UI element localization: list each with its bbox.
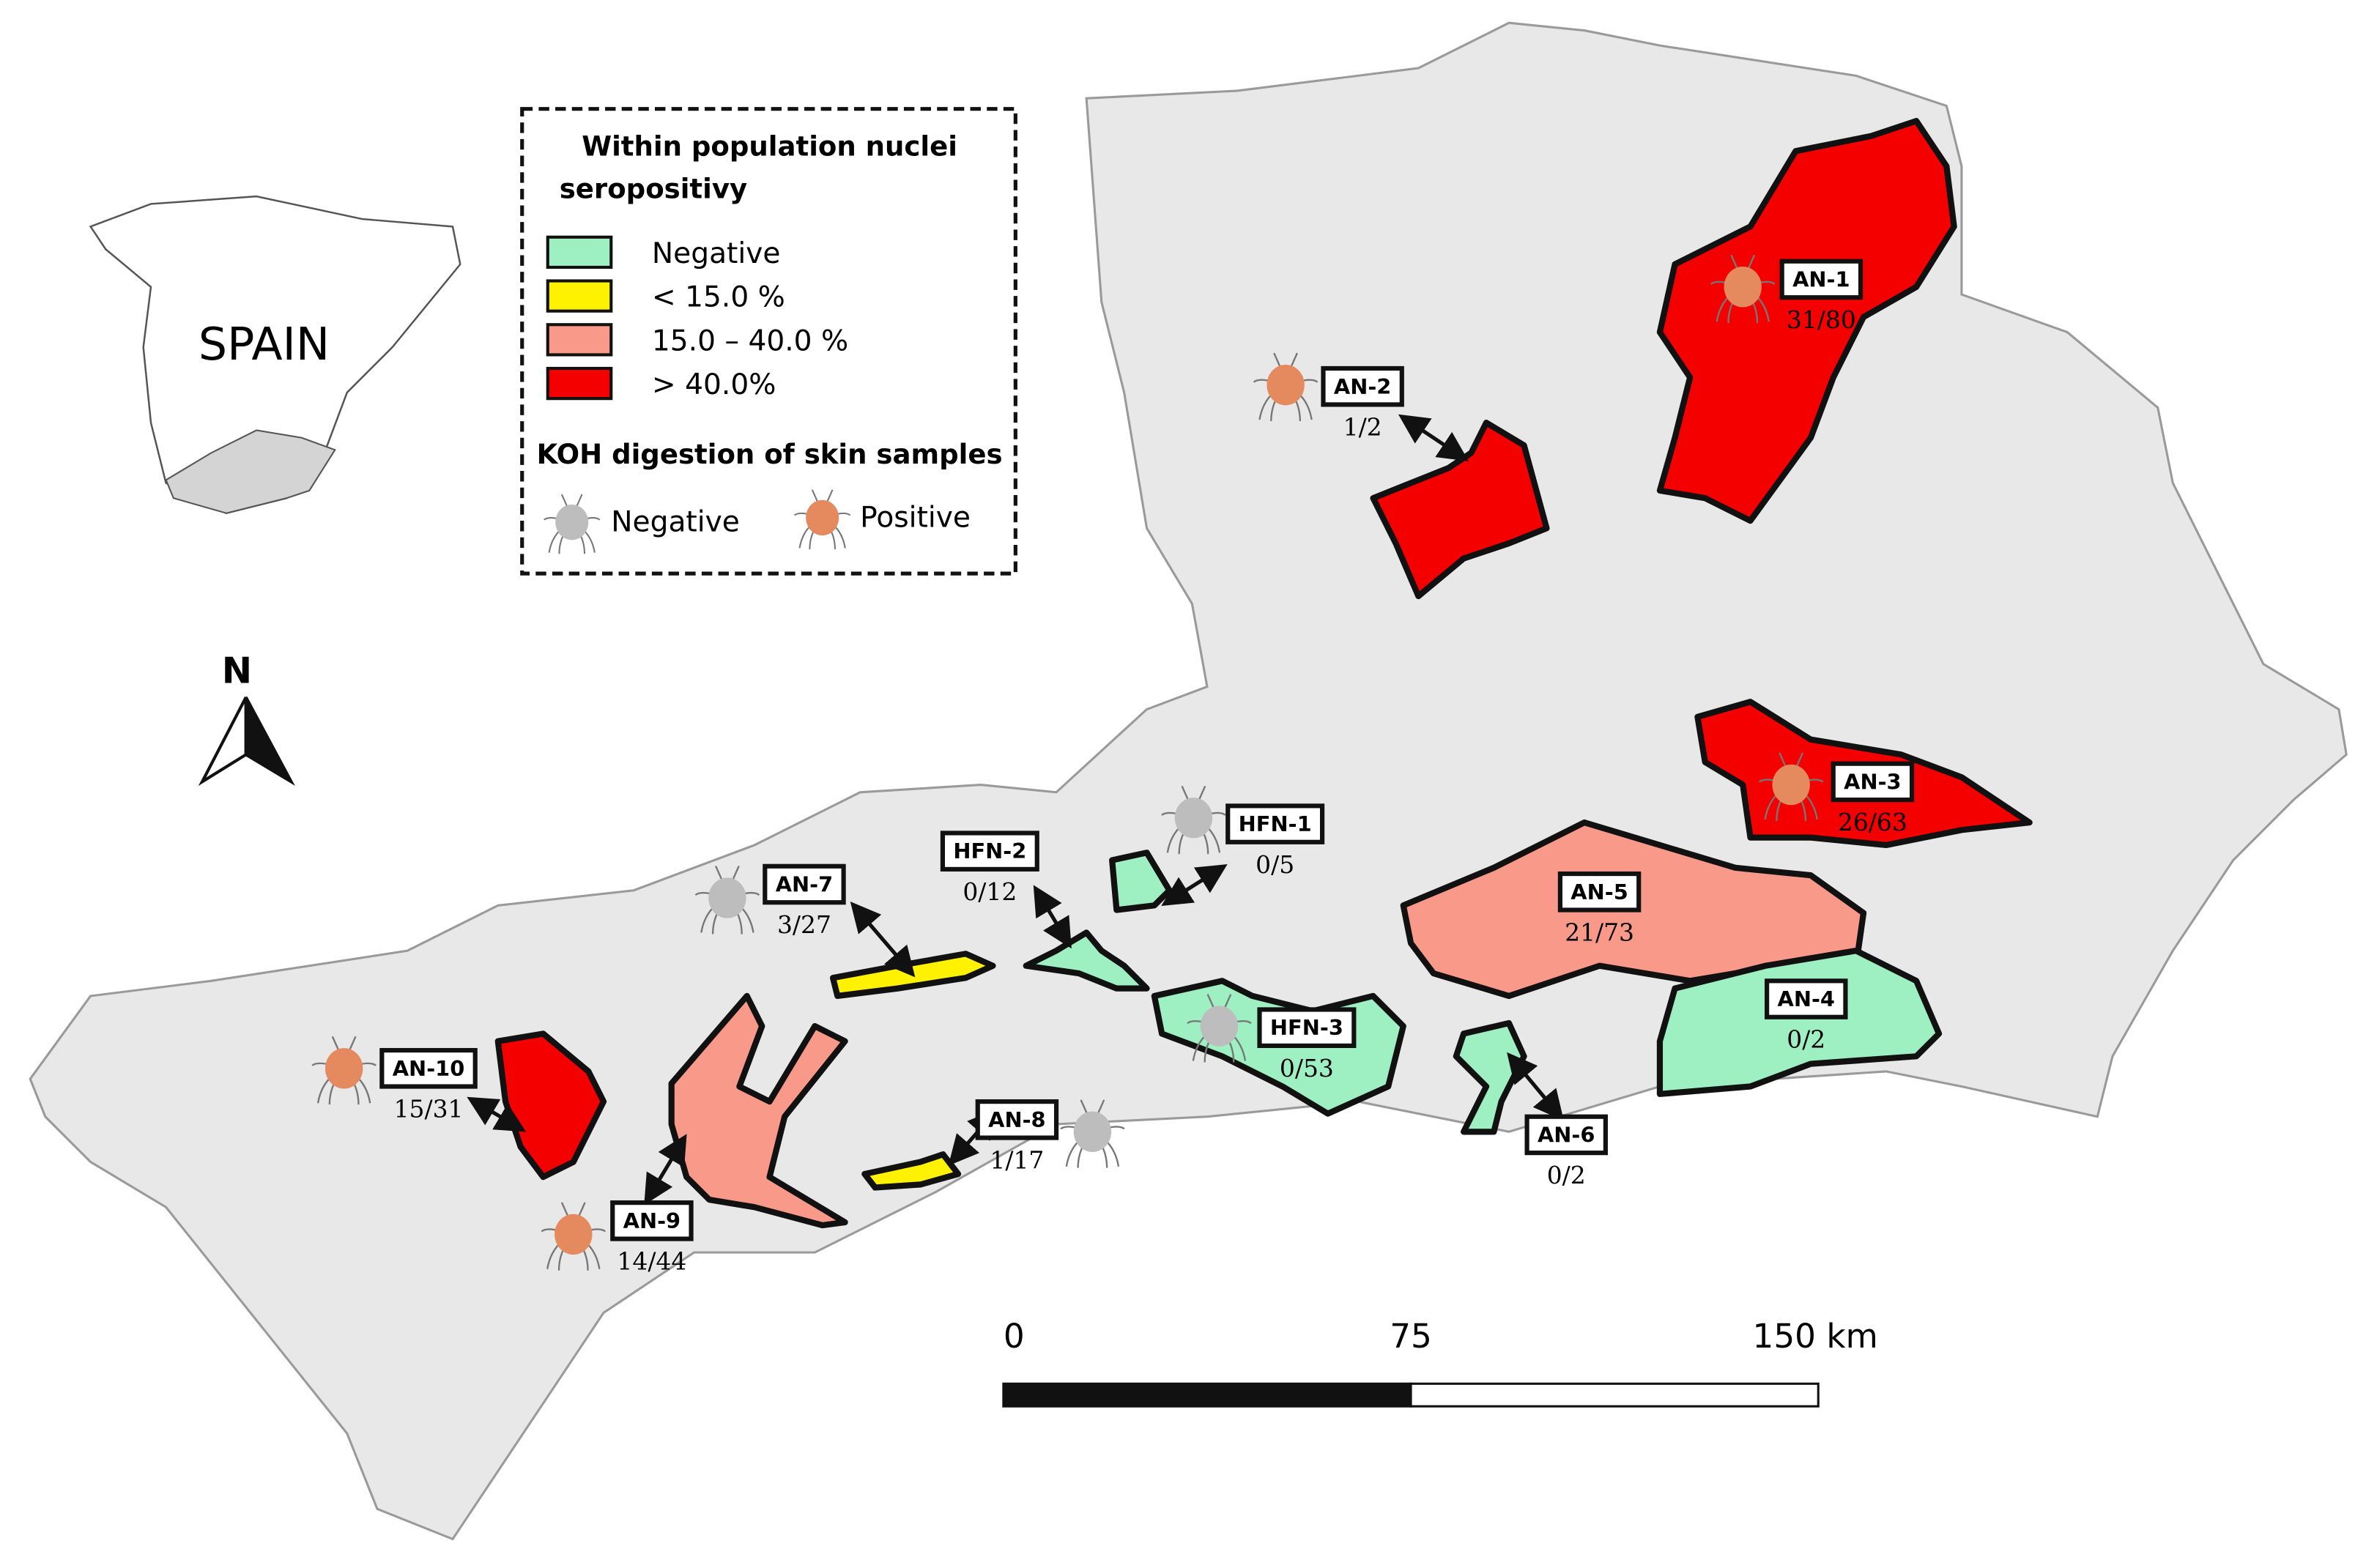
region-an-9 (668, 992, 848, 1229)
site-ratio: 26/63 (1838, 808, 1907, 836)
site-label: AN-4 (1778, 986, 1835, 1011)
legend-title: seropositivy (560, 173, 747, 204)
site-label: AN-6 (1538, 1122, 1595, 1147)
region-an-6 (1453, 1019, 1527, 1135)
legend-item: Negative (652, 237, 781, 270)
koh-item: Negative (611, 506, 740, 539)
legend: Within population nuclei seropositivy Ne… (520, 107, 1017, 576)
site-ratio: 31/80 (1787, 305, 1856, 334)
site-ratio: 0/5 (1256, 850, 1294, 879)
koh-title: KOH digestion of skin samples (537, 439, 1003, 470)
site-label: AN-3 (1844, 769, 1901, 794)
scale-label: 75 (1390, 1317, 1432, 1356)
site-label-box (763, 863, 846, 905)
site-ratio: 21/73 (1565, 918, 1634, 946)
inset-label: SPAIN (199, 318, 330, 371)
site-ratio: 1/2 (1343, 412, 1382, 441)
site-label: AN-8 (988, 1107, 1045, 1132)
site-label-box (1765, 978, 1848, 1019)
koh-item: Positive (860, 501, 971, 534)
legend-title: Within population nuclei (582, 131, 957, 163)
site-label-box (975, 1099, 1059, 1140)
site-label-box (1257, 1007, 1357, 1048)
site-ratio: 0/12 (963, 877, 1017, 906)
site-label-box (379, 1047, 478, 1089)
site-label-box (940, 831, 1039, 872)
scale-label: 150 km (1753, 1317, 1878, 1356)
site-ratio: 3/27 (777, 910, 831, 939)
region-an-4 (1656, 948, 1943, 1097)
legend-item: < 15.0 % (652, 281, 785, 314)
site-label-box (1831, 761, 1915, 803)
arrows (467, 414, 1564, 1205)
site-label: AN-10 (393, 1056, 465, 1081)
site-label-box (610, 1200, 694, 1241)
spain-inset: SPAIN (89, 195, 461, 515)
site-label-box (1225, 803, 1325, 844)
site-ratio: 0/53 (1280, 1054, 1334, 1082)
scale-label: 0 (1004, 1317, 1025, 1356)
north-label: N (222, 650, 252, 692)
sites: AN-1 31/80 AN-2 1/2 AN-3 26/63 AN-4 0/2 AN-5 21/7… (311, 254, 1915, 1276)
site-ratio: 0/2 (1547, 1161, 1586, 1189)
site-label: AN-2 (1334, 374, 1391, 399)
region-an-8 (861, 1151, 962, 1191)
legend-item: > 40.0% (652, 368, 776, 401)
site-label-box (1557, 871, 1642, 913)
north-arrow: N (198, 650, 295, 787)
site-label: AN-5 (1570, 880, 1628, 904)
site-label-box (1779, 259, 1863, 300)
site-label-box (1524, 1114, 1608, 1156)
site-ratio: 1/17 (990, 1146, 1044, 1175)
scale-bar: 0 75 150 km (1002, 1317, 1878, 1408)
region-an-1 (1656, 118, 1957, 524)
site-label: AN-7 (776, 872, 833, 897)
site-label: HFN-2 (953, 839, 1026, 863)
legend-item: 15.0 – 40.0 % (652, 324, 848, 357)
site-ratio: 14/44 (617, 1247, 686, 1276)
site-label: AN-9 (623, 1208, 680, 1233)
site-label: HFN-3 (1270, 1015, 1343, 1040)
site-ratio: 0/2 (1787, 1025, 1825, 1054)
site-label-box (1321, 365, 1404, 407)
site-label: AN-1 (1792, 267, 1850, 292)
site-ratio: 15/31 (394, 1094, 464, 1123)
site-label: HFN-1 (1239, 811, 1312, 836)
